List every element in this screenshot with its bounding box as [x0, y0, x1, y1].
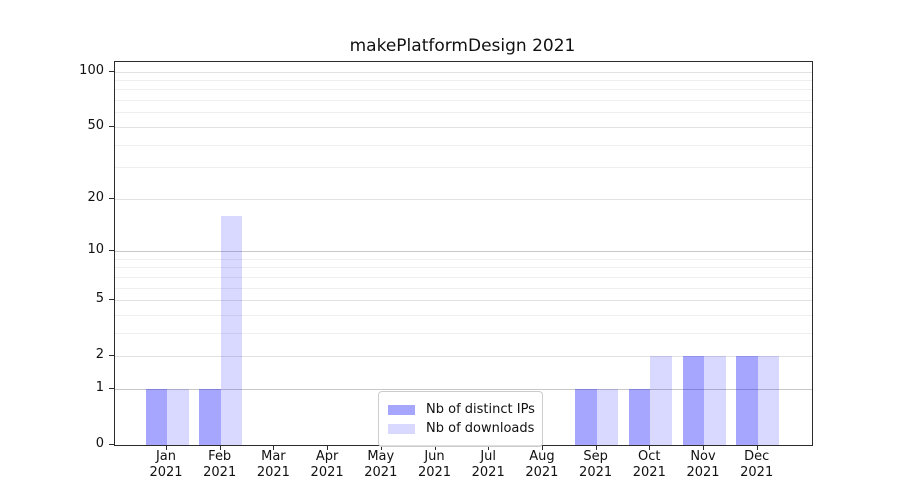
- bar-downloads: [167, 388, 189, 445]
- legend-swatch-distinct-ips-icon: [388, 404, 415, 415]
- gridline: [115, 388, 812, 390]
- y-tick-mark: [109, 197, 114, 199]
- x-tick-mark: [703, 445, 704, 450]
- bar-downloads: [704, 356, 726, 445]
- bar-downloads: [596, 388, 619, 445]
- gridline: [115, 71, 812, 73]
- x-tick-label: Apr 2021: [310, 449, 344, 480]
- x-tick-mark: [756, 445, 758, 450]
- y-tick-mark: [109, 70, 114, 72]
- bar-distinct-ips: [145, 388, 167, 445]
- x-tick-label: Nov 2021: [686, 449, 720, 480]
- legend-item-distinct-ips: Nb of distinct IPs: [388, 401, 535, 418]
- y-tick-mark: [109, 387, 114, 389]
- x-tick-label: Sep 2021: [579, 449, 613, 480]
- x-tick-mark: [541, 445, 543, 450]
- x-tick-mark: [273, 445, 275, 450]
- x-tick-label: Oct 2021: [632, 449, 666, 480]
- legend: Nb of distinct IPs Nb of downloads: [378, 391, 543, 447]
- x-tick-label: May 2021: [364, 449, 398, 480]
- y-tick-label: 100: [79, 62, 104, 78]
- y-tick-mark: [109, 299, 114, 301]
- y-tick-mark: [109, 125, 114, 127]
- gridline: [115, 89, 812, 91]
- y-tick-label: 20: [87, 189, 104, 205]
- bar-downloads: [650, 356, 672, 445]
- x-tick-label: Jun 2021: [417, 449, 452, 480]
- x-tick-label: Feb 2021: [203, 449, 237, 480]
- bar-distinct-ips: [628, 388, 651, 445]
- gridline: [115, 100, 812, 102]
- bar-downloads: [757, 356, 780, 445]
- gridline: [115, 80, 812, 82]
- x-tick-label: Mar 2021: [256, 449, 290, 480]
- y-tick-mark: [109, 355, 114, 357]
- legend-item-downloads: Nb of downloads: [388, 420, 535, 437]
- bar-downloads: [220, 215, 243, 445]
- gridline: [115, 144, 812, 146]
- x-tick-mark: [166, 445, 167, 450]
- x-tick-mark: [488, 445, 490, 450]
- y-tick-mark: [109, 444, 114, 445]
- x-tick-label: Jan 2021: [149, 449, 183, 480]
- y-tick-label: 2: [95, 347, 104, 363]
- legend-label-distinct-ips: Nb of distinct IPs: [426, 402, 535, 417]
- legend-label-downloads: Nb of downloads: [426, 421, 535, 436]
- x-tick-mark: [595, 445, 597, 450]
- x-tick-mark: [649, 445, 651, 450]
- bar-distinct-ips: [736, 356, 758, 445]
- plot-area: Nb of distinct IPs Nb of downloads: [114, 61, 813, 447]
- gridline: [115, 332, 812, 334]
- x-tick-mark: [380, 445, 382, 450]
- bar-distinct-ips: [575, 388, 597, 445]
- gridline: [115, 198, 812, 200]
- gridline: [115, 300, 812, 302]
- x-tick-label: Aug 2021: [525, 449, 559, 480]
- y-tick-mark: [109, 249, 114, 251]
- x-tick-label: Jul 2021: [471, 449, 505, 480]
- gridline: [115, 314, 812, 316]
- chart-title: makePlatformDesign 2021: [349, 36, 576, 56]
- gridline: [115, 126, 812, 128]
- gridline: [115, 356, 812, 358]
- gridline: [115, 287, 812, 289]
- x-tick-mark: [219, 445, 221, 450]
- x-tick-mark: [434, 445, 436, 450]
- x-tick-mark: [327, 445, 329, 450]
- gridline: [115, 167, 812, 169]
- gridline: [115, 250, 812, 252]
- y-tick-label: 50: [87, 117, 104, 133]
- gridline: [115, 112, 812, 114]
- x-tick-label: Dec 2021: [740, 449, 774, 480]
- gridline: [115, 258, 812, 260]
- bar-distinct-ips: [682, 356, 704, 445]
- legend-swatch-downloads-icon: [388, 423, 415, 434]
- bar-distinct-ips: [199, 388, 221, 445]
- y-tick-label: 5: [95, 291, 104, 307]
- y-tick-label: 10: [87, 241, 104, 257]
- y-tick-label: 0: [95, 436, 104, 451]
- gridline: [115, 267, 812, 269]
- y-tick-label: 1: [95, 379, 104, 395]
- gridline: [115, 276, 812, 278]
